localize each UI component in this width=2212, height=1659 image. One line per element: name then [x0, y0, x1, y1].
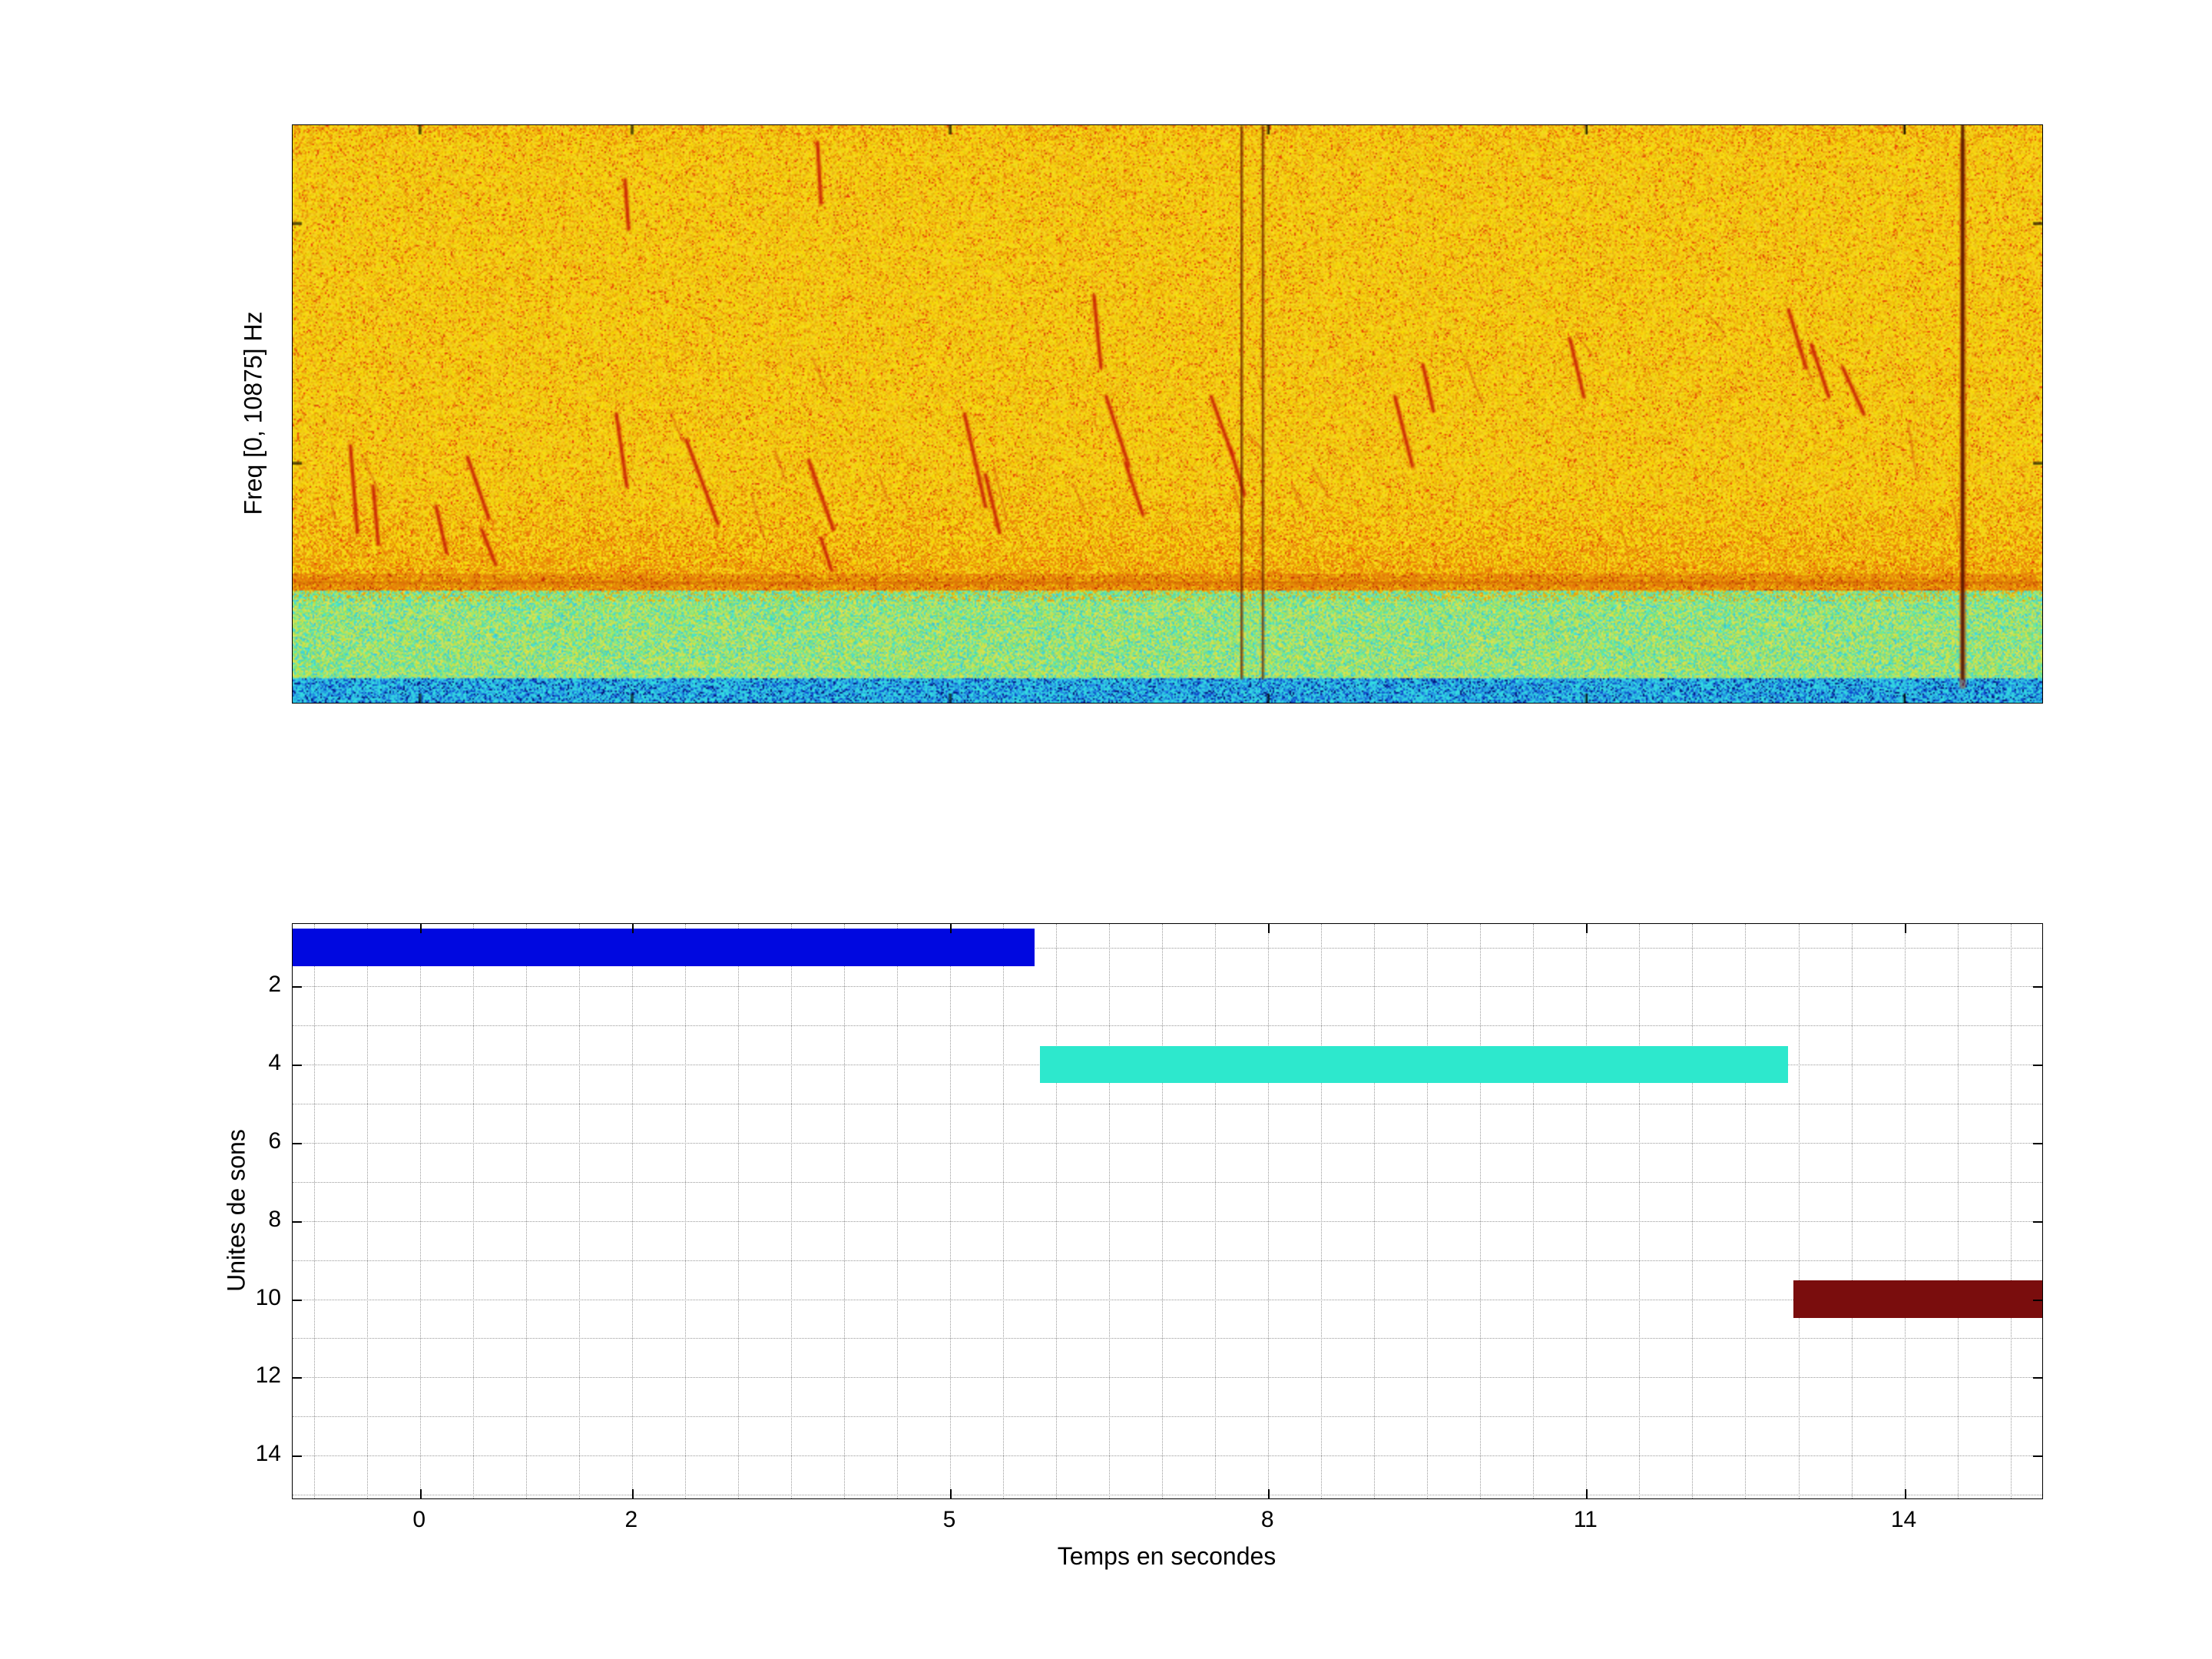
- y-tickmark-right: [2033, 1455, 2042, 1457]
- y-tickmark: [293, 1455, 302, 1457]
- gridline-vertical: [1374, 924, 1376, 1498]
- y-tick-label: 14: [255, 1441, 281, 1466]
- y-tick-label: 2: [268, 972, 281, 998]
- x-tickmark: [1904, 1489, 1906, 1498]
- y-tickmark: [293, 1220, 302, 1223]
- y-tick-label: 6: [268, 1128, 281, 1154]
- x-tick-label: 11: [1573, 1507, 1598, 1532]
- gridline-vertical: [1533, 924, 1535, 1498]
- gridline-horizontal: [293, 947, 2042, 949]
- y-tick-label: 10: [255, 1284, 281, 1310]
- gridline-vertical: [472, 924, 474, 1498]
- y-tickmark: [293, 986, 302, 988]
- x-tickmark-top: [1586, 924, 1588, 933]
- gridline-vertical: [790, 924, 792, 1498]
- gridline-horizontal: [293, 1416, 2042, 1418]
- gridline-horizontal: [293, 1181, 2042, 1183]
- x-tick-label: 5: [942, 1507, 956, 1532]
- gridline-vertical: [1586, 924, 1588, 1498]
- x-tickmark-top: [1268, 924, 1270, 933]
- x-tickmark: [1268, 1489, 1270, 1498]
- x-tick-label: 14: [1890, 1507, 1917, 1532]
- gridline-vertical: [1003, 924, 1004, 1498]
- gridline-vertical: [1480, 924, 1482, 1498]
- gridline-vertical: [1692, 924, 1694, 1498]
- y-tickmark-right: [2033, 986, 2042, 988]
- y-tick-label: 4: [268, 1050, 281, 1076]
- gridline-horizontal: [293, 1220, 2042, 1222]
- y-tickmark: [293, 1299, 302, 1301]
- gridline-horizontal: [293, 1260, 2042, 1261]
- x-tickmark: [631, 1489, 634, 1498]
- gridline-vertical: [896, 924, 898, 1498]
- gridline-vertical: [1215, 924, 1217, 1498]
- gridline-vertical: [1268, 924, 1270, 1498]
- x-tick-label: 0: [412, 1507, 426, 1532]
- gridline-vertical: [1957, 924, 1959, 1498]
- gridline-vertical: [1798, 924, 1800, 1498]
- x-tickmark-top: [631, 924, 634, 933]
- gridline-vertical: [313, 924, 315, 1498]
- gridline-vertical: [737, 924, 739, 1498]
- gridline-vertical: [1162, 924, 1164, 1498]
- x-tickmark: [419, 1489, 422, 1498]
- x-tick-label: 2: [624, 1507, 638, 1532]
- gridline-horizontal: [293, 1377, 2042, 1379]
- gridline-vertical: [525, 924, 527, 1498]
- spectrogram-panel: [292, 124, 2043, 704]
- gridline-vertical: [1427, 924, 1429, 1498]
- gridline-vertical: [1109, 924, 1111, 1498]
- y-tickmark-right: [2033, 1143, 2042, 1144]
- gantt-xlabel: Temps en secondes: [1057, 1542, 1277, 1570]
- gantt-plot: [292, 923, 2043, 1499]
- x-tickmark: [1586, 1489, 1588, 1498]
- y-tickmark-right: [2033, 1377, 2042, 1379]
- gridline-vertical: [578, 924, 580, 1498]
- x-tickmark: [950, 1489, 952, 1498]
- y-tickmark: [293, 1065, 302, 1067]
- gridline-vertical: [2010, 924, 2012, 1498]
- gridline-vertical: [419, 924, 421, 1498]
- x-tick-label: 8: [1260, 1507, 1274, 1532]
- y-tick-label: 8: [268, 1206, 281, 1232]
- gridline-vertical: [366, 924, 368, 1498]
- sound-unit-bar-1: [293, 929, 1035, 966]
- sound-unit-bar-4: [1040, 1046, 1788, 1084]
- gridline-horizontal: [293, 1338, 2042, 1339]
- gridline-vertical: [1639, 924, 1641, 1498]
- y-tickmark-right: [2033, 1220, 2042, 1223]
- sound-unit-bar-10: [1793, 1280, 2042, 1318]
- gridline-vertical: [1851, 924, 1853, 1498]
- gridline-horizontal: [293, 1455, 2042, 1456]
- spectrogram-canvas: [293, 125, 2042, 703]
- y-tick-label: 12: [255, 1363, 281, 1389]
- y-tickmark-right: [2033, 1065, 2042, 1067]
- gridline-horizontal: [293, 1025, 2042, 1027]
- gridline-vertical: [1904, 924, 1906, 1498]
- gridline-vertical: [950, 924, 951, 1498]
- gridline-vertical: [843, 924, 845, 1498]
- x-tickmark-top: [1904, 924, 1906, 933]
- gridline-horizontal: [293, 986, 2042, 988]
- gridline-vertical: [1056, 924, 1057, 1498]
- gridline-horizontal: [293, 1143, 2042, 1144]
- y-tickmark: [293, 1143, 302, 1144]
- y-tickmark: [293, 1377, 302, 1379]
- gridline-vertical: [1321, 924, 1323, 1498]
- gridline-vertical: [684, 924, 686, 1498]
- y-tickmark-right: [2033, 1299, 2042, 1301]
- gridline-vertical: [1745, 924, 1747, 1498]
- x-tickmark-top: [950, 924, 952, 933]
- x-tickmark-top: [419, 924, 422, 933]
- spectrogram-ylabel: Freq [0, 10875] Hz: [239, 311, 267, 515]
- gridline-vertical: [631, 924, 633, 1498]
